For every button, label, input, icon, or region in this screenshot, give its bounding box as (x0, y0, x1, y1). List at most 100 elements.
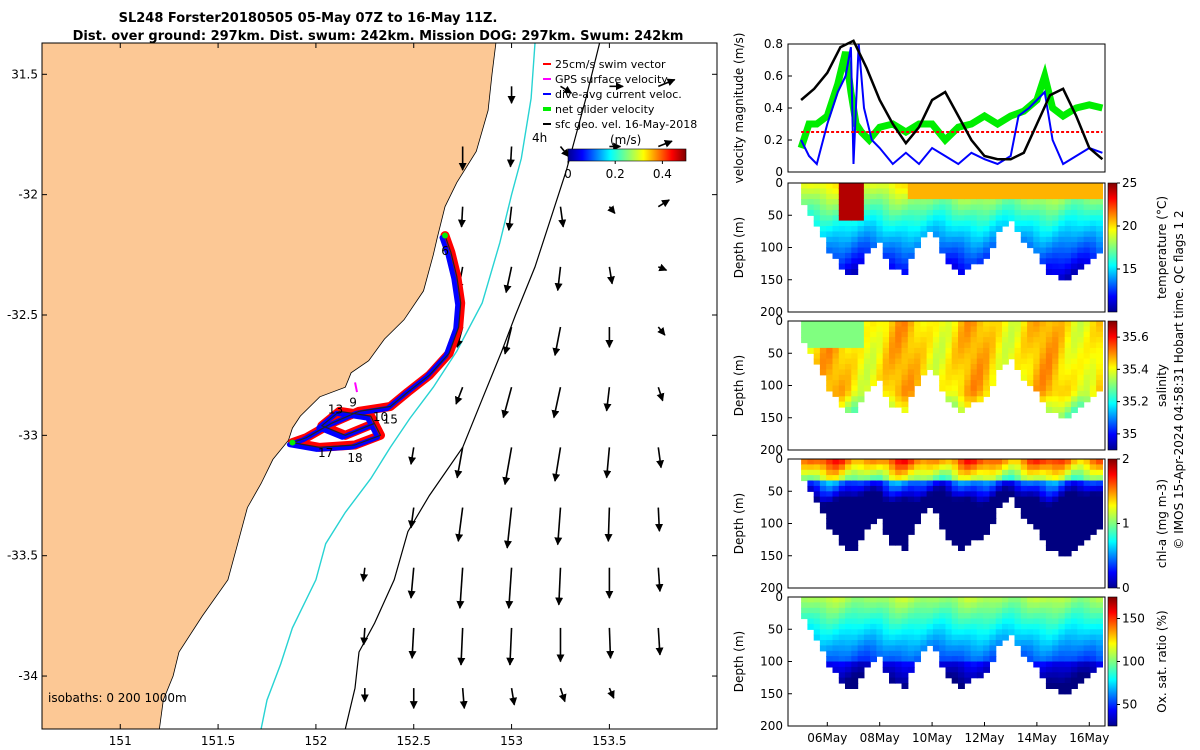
section-cell (951, 247, 959, 254)
section-cell (889, 331, 896, 338)
section-cell (907, 502, 915, 508)
section-cell (813, 188, 821, 195)
section-cell (989, 226, 997, 232)
vector-arrow (457, 206, 466, 228)
section-cell (970, 602, 978, 609)
section-cell (1071, 491, 1078, 498)
section-cell (863, 342, 871, 349)
section-cell (1020, 226, 1028, 232)
section-cell (907, 491, 915, 498)
section-cell (1071, 199, 1078, 206)
section-cell (983, 183, 990, 189)
section-cell (1058, 613, 1066, 620)
section-cell (983, 518, 990, 525)
section-cell (1020, 331, 1028, 338)
section-cell (951, 369, 959, 376)
section-cell (863, 618, 871, 625)
section-cell (1045, 401, 1053, 408)
section-cell (1083, 475, 1091, 482)
section-cell (983, 618, 990, 625)
vector-arrow (606, 627, 615, 660)
section-cell (1045, 258, 1053, 265)
section-cell (1027, 602, 1034, 609)
section-cell (1039, 666, 1047, 673)
section-cell (1089, 640, 1097, 646)
section-cell (1039, 496, 1047, 503)
section-cell (838, 220, 846, 227)
time-x-tick-label: 08May (860, 731, 900, 745)
section-cell (1058, 258, 1066, 265)
section-cell (863, 347, 871, 354)
section-cell (1052, 496, 1060, 503)
section-cell (1083, 204, 1091, 211)
section-cell (870, 380, 877, 387)
section-cell (1027, 618, 1034, 625)
section-cell (870, 193, 877, 200)
section-cell (958, 263, 965, 270)
section-cell (939, 645, 947, 652)
section-cell (951, 226, 959, 232)
section-cell (926, 459, 934, 465)
section-cell (1052, 661, 1060, 668)
section-cell (907, 199, 915, 206)
section-cell (1039, 209, 1047, 216)
section-cell (801, 326, 808, 333)
section-cell (819, 469, 827, 476)
section-cell (870, 480, 877, 487)
section-cell (1071, 656, 1078, 663)
section-cell (964, 326, 972, 333)
section-cell (1064, 390, 1072, 397)
section-cell (1052, 242, 1060, 249)
section-cell (1020, 469, 1028, 476)
section-cell (914, 242, 921, 249)
section-cell (895, 618, 903, 625)
section-cell (870, 347, 877, 354)
section-cell (838, 215, 846, 222)
section-cell (958, 358, 965, 365)
section-cell (1052, 469, 1060, 476)
section-cell (838, 597, 846, 603)
section-cell (1064, 512, 1072, 519)
section-cell (901, 231, 909, 238)
section-cell (1045, 634, 1053, 641)
section-cell (832, 640, 840, 646)
section-cell (1039, 661, 1047, 668)
section-cell (932, 183, 940, 189)
section-cell (939, 496, 947, 503)
vector-arrow (655, 567, 664, 593)
section-cell (970, 607, 978, 614)
section-cell (851, 252, 859, 259)
section-cell (920, 475, 928, 482)
section-cell (951, 597, 959, 603)
section-cell (907, 337, 915, 344)
section-cell (901, 607, 909, 614)
section-cell (920, 188, 928, 195)
section-cell (1089, 204, 1097, 211)
section-cell (945, 193, 953, 200)
section-cell (895, 199, 903, 206)
section-cell (995, 485, 1003, 492)
section-cell (870, 485, 877, 492)
section-cell (1058, 231, 1066, 238)
section-cell (945, 347, 953, 354)
section-cell (901, 613, 909, 620)
section-cell (1083, 656, 1091, 663)
section-cell (1083, 661, 1091, 668)
section-cell (964, 672, 972, 679)
section-cell (976, 602, 984, 609)
section-cell (945, 475, 953, 482)
section-cell (951, 512, 959, 519)
section-cell (995, 183, 1003, 189)
section-cell (901, 220, 909, 227)
section-cell (857, 491, 865, 498)
section-cell (945, 607, 953, 614)
section-cell (970, 629, 978, 636)
section-cell (951, 607, 959, 614)
section-cell (945, 390, 953, 397)
section-cell (914, 502, 921, 508)
colorbar-tick-label: 35.4 (1122, 362, 1149, 376)
section-cell (845, 231, 852, 238)
section-cell (976, 342, 984, 349)
section-cell (832, 374, 840, 381)
section-cell (889, 337, 896, 344)
